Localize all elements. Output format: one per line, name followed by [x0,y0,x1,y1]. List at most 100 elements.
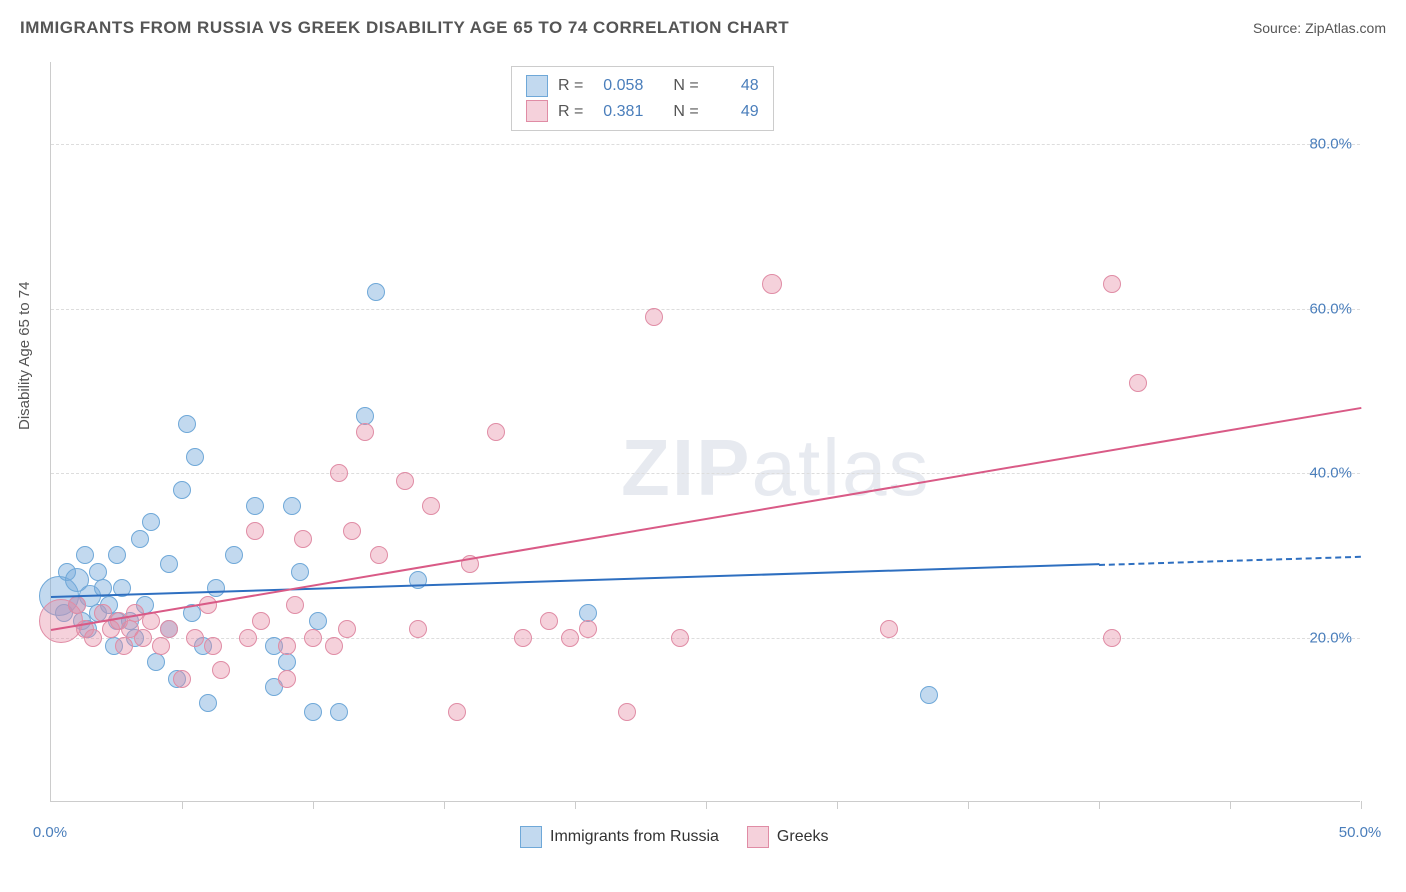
data-point [252,612,270,630]
y-tick-label: 60.0% [1309,300,1352,317]
legend-item: Greeks [747,826,829,848]
data-point [89,563,107,581]
data-point [920,686,938,704]
data-point [396,472,414,490]
data-point [645,308,663,326]
x-tick-mark [837,801,838,809]
data-point [207,579,225,597]
data-point [514,629,532,647]
legend-swatch [526,100,548,122]
r-value: 0.381 [593,99,643,125]
trend-line [51,407,1361,631]
data-point [309,612,327,630]
legend-item: Immigrants from Russia [520,826,719,848]
data-point [618,703,636,721]
data-point [199,694,217,712]
x-tick-mark [1361,801,1362,809]
data-point [278,653,296,671]
data-point [294,530,312,548]
data-point [204,637,222,655]
data-point [487,423,505,441]
y-tick-label: 80.0% [1309,136,1352,153]
y-axis-label: Disability Age 65 to 74 [16,282,33,430]
data-point [1129,374,1147,392]
data-point [422,497,440,515]
stats-row: R = 0.381 N = 49 [526,99,759,125]
data-point [186,629,204,647]
data-point [76,546,94,564]
n-label: N = [673,99,698,125]
data-point [330,703,348,721]
data-point [325,637,343,655]
watermark-light: atlas [751,423,930,512]
r-value: 0.058 [593,73,643,99]
data-point [356,423,374,441]
data-point [160,620,178,638]
data-point [134,629,152,647]
data-point [291,563,309,581]
source-link[interactable]: ZipAtlas.com [1305,20,1386,36]
r-label: R = [558,73,583,99]
data-point [246,497,264,515]
data-point [278,637,296,655]
correlation-stats-box: R =0.058N =48R =0.381N =49 [511,66,774,131]
r-label: R = [558,99,583,125]
data-point [246,522,264,540]
data-point [343,522,361,540]
data-point [142,513,160,531]
x-tick-label: 50.0% [1339,824,1382,841]
chart-header: IMMIGRANTS FROM RUSSIA VS GREEK DISABILI… [20,18,1386,38]
data-point [540,612,558,630]
x-tick-mark [706,801,707,809]
y-tick-label: 40.0% [1309,465,1352,482]
x-tick-mark [444,801,445,809]
x-tick-mark [575,801,576,809]
data-point [304,703,322,721]
legend-swatch [520,826,542,848]
chart-title: IMMIGRANTS FROM RUSSIA VS GREEK DISABILI… [20,18,789,38]
y-tick-label: 20.0% [1309,629,1352,646]
gridline [51,144,1360,145]
data-point [212,661,230,679]
data-point [84,629,102,647]
data-point [579,604,597,622]
data-point [671,629,689,647]
data-point [68,596,86,614]
source-prefix: Source: [1253,20,1305,36]
data-point [356,407,374,425]
data-point [1103,275,1121,293]
data-point [225,546,243,564]
x-tick-mark [313,801,314,809]
data-point [880,620,898,638]
x-tick-mark [182,801,183,809]
source-attribution: Source: ZipAtlas.com [1253,20,1386,36]
data-point [448,703,466,721]
data-point [579,620,597,638]
legend-swatch [747,826,769,848]
data-point [370,546,388,564]
legend-label: Immigrants from Russia [550,828,719,846]
x-tick-mark [968,801,969,809]
data-point [178,415,196,433]
data-point [286,596,304,614]
data-point [278,670,296,688]
legend-swatch [526,75,548,97]
data-point [561,629,579,647]
data-point [283,497,301,515]
data-point [1103,629,1121,647]
data-point [147,653,165,671]
data-point [239,629,257,647]
data-point [115,637,133,655]
gridline [51,473,1360,474]
data-point [152,637,170,655]
scatter-plot-area: ZIPatlas R =0.058N =48R =0.381N =49 20.0… [50,62,1360,802]
data-point [330,464,348,482]
gridline [51,309,1360,310]
n-value: 49 [709,99,759,125]
data-point [338,620,356,638]
x-tick-mark [1230,801,1231,809]
data-point [409,620,427,638]
data-point [173,670,191,688]
watermark: ZIPatlas [621,422,930,514]
watermark-bold: ZIP [621,423,751,512]
